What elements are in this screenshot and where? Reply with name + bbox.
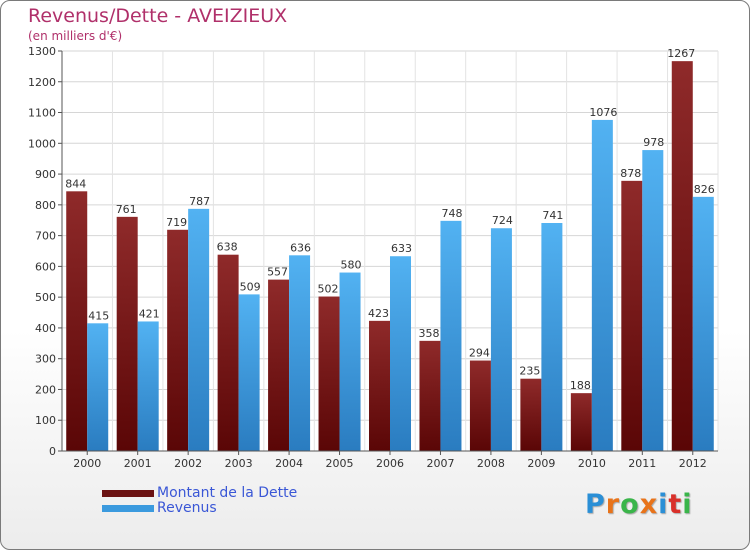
x-tick-label: 2006 [376, 457, 404, 470]
x-tick-label: 2002 [174, 457, 202, 470]
bar-revenus [591, 119, 613, 451]
x-tick-label: 2007 [426, 457, 454, 470]
legend-swatch-dette [102, 490, 154, 497]
data-label-dette: 557 [267, 266, 288, 279]
bar-dette [671, 61, 693, 452]
x-tick-label: 2005 [326, 457, 354, 470]
y-tick-label: 200 [35, 383, 56, 396]
bar-dette [116, 216, 138, 451]
y-tick-label: 1300 [28, 45, 56, 58]
x-tick-label: 2004 [275, 457, 303, 470]
bar-dette [66, 191, 88, 452]
bar-dette [570, 393, 592, 451]
data-label-revenus: 826 [694, 183, 715, 196]
data-label-revenus: 724 [492, 214, 513, 227]
data-label-revenus: 741 [542, 209, 563, 222]
data-label-dette: 294 [469, 347, 490, 360]
logo-letter: i [658, 489, 669, 520]
y-tick-label: 700 [35, 230, 56, 243]
legend-label-revenus: Revenus [157, 500, 217, 516]
data-label-revenus: 748 [441, 207, 462, 220]
data-label-dette: 1267 [667, 47, 695, 60]
data-label-revenus: 633 [391, 242, 412, 255]
chart-subtitle: (en milliers d'€) [28, 29, 123, 43]
x-tick-label: 2003 [225, 457, 253, 470]
data-label-dette: 638 [217, 241, 238, 254]
bar-dette [469, 360, 491, 451]
bar-revenus [642, 150, 664, 452]
bar-dette [167, 229, 189, 451]
logo-letter: i [682, 489, 693, 520]
bar-revenus [490, 228, 512, 451]
bar-revenus [188, 208, 210, 451]
bar-dette [419, 340, 441, 451]
legend-swatch-revenus [102, 505, 154, 512]
data-label-dette: 878 [620, 167, 641, 180]
logo-letter: t [668, 489, 683, 520]
bar-revenus [339, 272, 361, 451]
bar-revenus [238, 294, 260, 451]
bar-revenus [87, 323, 109, 451]
bar-revenus [137, 321, 159, 451]
bar-dette [369, 320, 390, 451]
y-tick-label: 800 [35, 199, 56, 212]
y-tick-label: 600 [35, 260, 56, 273]
data-label-revenus: 978 [643, 136, 664, 149]
x-tick-label: 2011 [628, 457, 656, 470]
x-tick-label: 2012 [679, 457, 707, 470]
bar-dette [621, 180, 643, 451]
bar-revenus [440, 220, 462, 451]
bar-dette [268, 279, 290, 451]
logo-letter: r [605, 489, 621, 520]
data-label-dette: 235 [519, 365, 540, 378]
data-label-revenus: 509 [240, 280, 261, 293]
bar-revenus [289, 255, 311, 451]
data-label-dette: 844 [65, 177, 86, 190]
bar-revenus [541, 223, 563, 451]
x-tick-label: 2001 [124, 457, 152, 470]
data-label-revenus: 421 [139, 307, 160, 320]
y-tick-label: 900 [35, 168, 56, 181]
y-tick-label: 1100 [28, 107, 56, 120]
data-label-dette: 358 [418, 327, 439, 340]
data-label-dette: 188 [570, 379, 591, 392]
y-tick-label: 1000 [28, 137, 56, 150]
legend-label-dette: Montant de la Dette [157, 485, 298, 501]
data-label-dette: 719 [166, 216, 187, 229]
y-tick-label: 500 [35, 291, 56, 304]
y-tick-label: 300 [35, 353, 56, 366]
data-label-revenus: 415 [88, 309, 109, 322]
bar-dette [318, 296, 340, 451]
data-label-dette: 502 [318, 283, 339, 296]
proxiti-logo: Proxiti [585, 489, 693, 520]
logo-letter: o [620, 489, 640, 520]
data-label-revenus: 636 [290, 241, 311, 254]
data-label-dette: 423 [368, 307, 389, 320]
chart-title: Revenus/Dette - AVEIZIEUX [28, 5, 288, 27]
x-tick-label: 2000 [73, 457, 101, 470]
logo-letter: x [639, 489, 659, 520]
data-label-dette: 761 [116, 203, 137, 216]
x-tick-label: 2008 [477, 457, 505, 470]
bar-revenus [390, 256, 411, 451]
data-label-revenus: 580 [341, 259, 362, 272]
logo-letter: P [585, 489, 606, 520]
y-tick-label: 0 [49, 445, 56, 458]
data-label-revenus: 787 [189, 195, 210, 208]
bar-dette [217, 254, 239, 451]
x-tick-label: 2010 [578, 457, 606, 470]
y-tick-label: 100 [35, 414, 56, 427]
x-tick-label: 2009 [527, 457, 555, 470]
data-label-revenus: 1076 [589, 106, 617, 119]
bar-revenus [692, 196, 714, 451]
y-tick-label: 400 [35, 322, 56, 335]
y-tick-label: 1200 [28, 76, 56, 89]
bar-dette [520, 378, 542, 451]
